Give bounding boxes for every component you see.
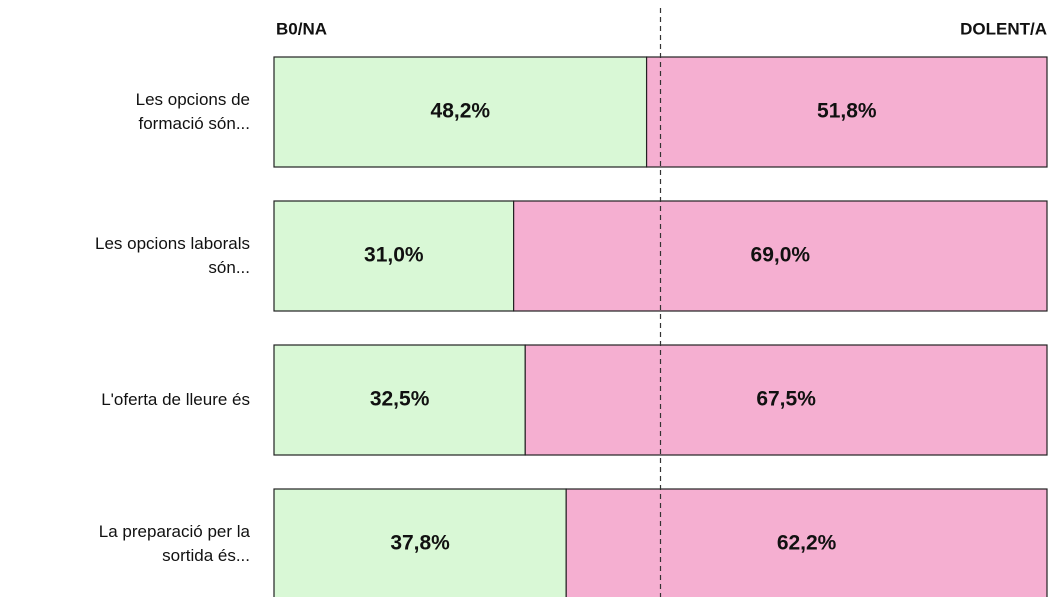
bar-segment	[513, 200, 1048, 312]
series-header: B0/NA	[276, 19, 327, 38]
value-label: 67,5%	[756, 388, 816, 411]
bar-segment	[565, 488, 1048, 597]
series-header: DOLENT/A	[960, 19, 1047, 38]
bar-segment	[273, 56, 648, 168]
value-label: 31,0%	[364, 244, 424, 267]
value-label: 62,2%	[777, 532, 837, 555]
category-label: Les opcions de formació són...	[135, 90, 250, 133]
value-label: 37,8%	[390, 532, 450, 555]
value-label: 69,0%	[751, 244, 811, 267]
bar-segment	[273, 344, 526, 456]
bar-segment	[645, 56, 1048, 168]
category-label: La preparació per la sortida és...	[98, 522, 250, 565]
value-label: 48,2%	[431, 100, 491, 123]
bar-segment	[273, 200, 515, 312]
category-label: Les opcions laborals són...	[95, 234, 250, 277]
category-label: L'oferta de lleure és	[101, 390, 250, 409]
bar-segment	[273, 488, 567, 597]
value-label: 32,5%	[370, 388, 430, 411]
bar-segment	[524, 344, 1048, 456]
value-label: 51,8%	[817, 100, 877, 123]
